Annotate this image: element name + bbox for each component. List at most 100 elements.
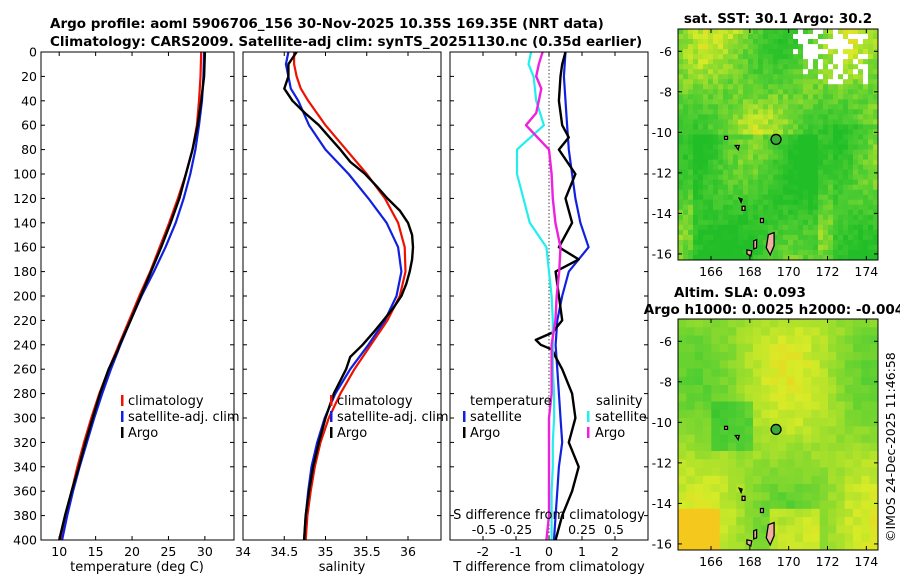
heatmap-cell [693,124,699,130]
heatmap-cell [736,492,746,502]
heatmap-cell [683,139,689,145]
heatmap-cell [778,74,784,80]
heatmap-cell [778,94,784,100]
heatmap-cell [813,189,819,196]
heatmap-cell [823,54,829,60]
heatmap-cell [761,434,771,444]
heatmap-cell [778,418,787,427]
heatmap-cell [686,492,696,502]
heatmap-cell [808,224,814,231]
heatmap-cell [763,164,769,171]
heatmap-cell [703,109,709,115]
heatmap-cell [783,199,789,206]
heatmap-cell [773,169,779,176]
heatmap-cell [803,492,812,502]
heatmap-cell [698,224,704,231]
heatmap-cell [733,244,739,251]
heatmap-cell [698,119,704,125]
heatmap-cell [683,209,689,216]
heatmap-cell [773,69,779,75]
heatmap-cell [798,154,804,160]
heatmap-cell [788,64,794,70]
heatmap-cell [828,459,837,469]
heatmap-cell [828,74,834,80]
heatmap-cell [748,69,754,75]
heatmap-cell [813,59,819,65]
heatmap-cell [778,64,784,70]
island-shape [737,487,743,495]
heatmap-cell [788,154,794,160]
heatmap-cell [853,393,862,403]
heatmap-cell [798,255,804,260]
heatmap-cell [783,159,789,166]
heatmap-cell [769,360,779,370]
heatmap-cell [783,114,789,120]
sla-map-title-line2: Argo h1000: 0.0025 h2000: -0.004 [644,302,900,318]
heatmap-cell [828,376,837,386]
heatmap-cell [733,204,739,211]
y-tick-label: 340 [13,459,37,474]
heatmap-cell [868,29,874,35]
heatmap-cell [758,209,764,216]
heatmap-cell [678,343,687,353]
heatmap-cell [778,149,784,155]
heatmap-cell [753,376,762,386]
heatmap-cell [798,119,804,125]
heatmap-cell [858,64,864,70]
heatmap-cell [743,134,749,140]
heatmap-cell [758,54,764,60]
heatmap-cell [873,119,878,125]
heatmap-cell [698,159,704,166]
heatmap-cell [723,244,729,251]
heatmap-cell [828,84,834,90]
heatmap-cell [763,239,769,246]
heatmap-cell [853,229,859,236]
heatmap-cell [733,59,739,65]
heatmap-cell [808,129,814,135]
heatmap-cell [703,169,709,176]
heatmap-cell [858,44,864,50]
heatmap-cell [728,234,734,241]
heatmap-cell [788,184,794,191]
sla-coastline [723,423,782,547]
heatmap-cell [736,442,746,452]
heatmap-cell [713,99,719,105]
heatmap-cell [703,319,712,328]
heatmap-cell [869,327,878,337]
heatmap-cell [858,69,864,75]
heatmap-cell [743,139,749,145]
heatmap-cell [818,209,824,216]
heatmap-cell [868,39,874,45]
heatmap-cell [778,434,787,444]
heatmap-cell [763,69,769,75]
heatmap-cell [808,159,814,166]
heatmap-cell [694,426,704,436]
heatmap-cell [853,239,859,246]
heatmap-cell [853,144,859,150]
heatmap-cell [744,360,754,370]
heatmap-cell [828,139,834,145]
heatmap-cell [688,44,694,50]
heatmap-cell [818,154,824,160]
heatmap-cell [753,335,762,345]
heatmap-cell [813,159,819,166]
heatmap-cell [793,94,799,100]
heatmap-cell [769,475,779,485]
heatmap-cell [808,174,814,181]
heatmap-cell [723,69,729,75]
heatmap-cell [743,49,749,55]
x-tick-label: 166 [699,554,723,569]
heatmap-cell [823,255,829,260]
heatmap-cell [853,159,859,166]
heatmap-cell [798,149,804,155]
heatmap-cell [773,104,779,110]
heatmap-cell [836,352,846,361]
heatmap-cell [733,154,739,160]
heatmap-cell [693,104,699,110]
heatmap-cell [768,154,774,160]
heatmap-cell [848,199,854,206]
heatmap-cell [858,194,864,201]
heatmap-cell [794,343,804,353]
heatmap-cell [788,214,794,221]
y-tick-label: 220 [13,313,37,328]
